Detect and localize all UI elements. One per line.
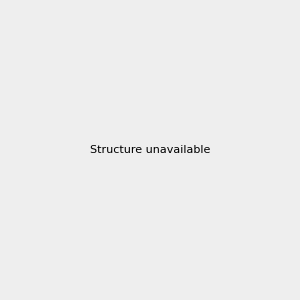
Text: Structure unavailable: Structure unavailable bbox=[90, 145, 210, 155]
